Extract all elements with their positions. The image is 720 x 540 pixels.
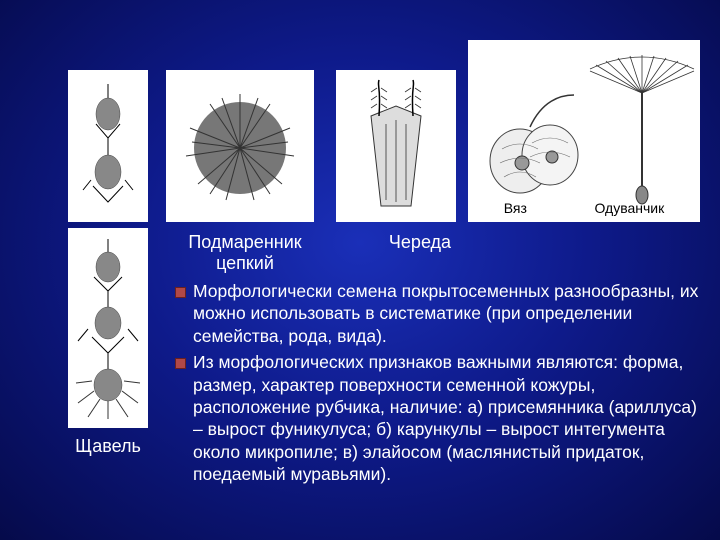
label-bidens: Череда <box>355 232 485 274</box>
figure-row: Вяз Одуванчик <box>68 70 700 222</box>
bullet-item: Из морфологических признаков важными явл… <box>175 351 705 485</box>
bullet-list: Морфологически семена покрытосеменных ра… <box>175 280 705 490</box>
label-dandelion: Одуванчик <box>594 200 664 216</box>
sorrel-column: Щавель <box>68 228 148 457</box>
figure-bidens <box>336 70 456 222</box>
label-elm: Вяз <box>504 200 527 216</box>
figure-sorrel-bottom <box>68 228 148 428</box>
label-galium: Подмаренник цепкий <box>175 232 315 274</box>
figure-elm-dandelion: Вяз Одуванчик <box>468 40 700 222</box>
figure-galium <box>166 70 314 222</box>
figure-elm-dandelion-labels: Вяз Одуванчик <box>470 200 698 216</box>
label-sorrel: Щавель <box>68 436 148 457</box>
figure-sorrel-top <box>68 70 148 222</box>
middle-labels: Подмаренник цепкий Череда <box>175 232 485 274</box>
bullet-item: Морфологически семена покрытосеменных ра… <box>175 280 705 347</box>
